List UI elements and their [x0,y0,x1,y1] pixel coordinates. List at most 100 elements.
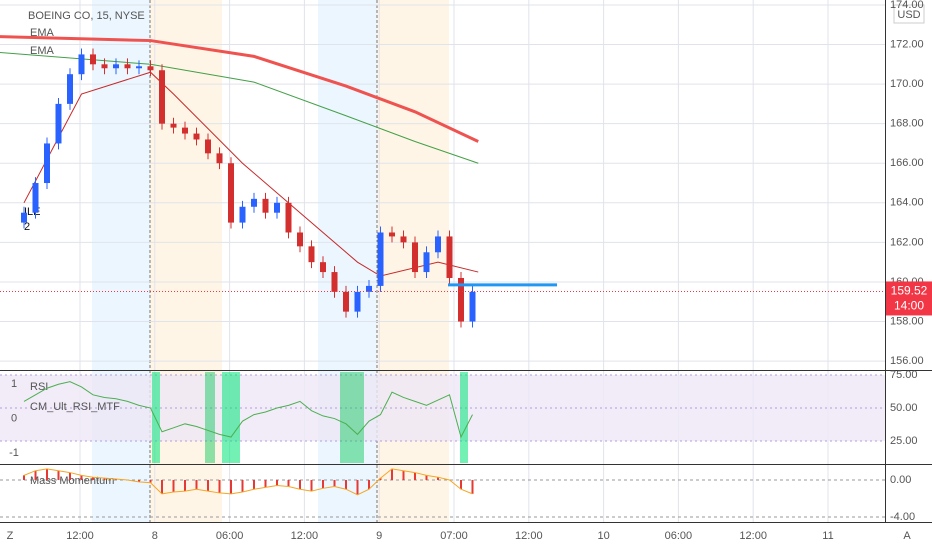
y-tick-label: 168.00 [890,118,924,130]
candle-body [113,64,119,69]
y-tick-label: 174.00 [890,0,924,11]
candle-body [55,103,62,144]
candle-body [308,246,315,263]
candle-body [205,139,211,154]
x-tick-label: 06:00 [216,530,244,542]
momentum-bar [345,479,347,490]
candle-body [21,212,27,223]
candle-body [90,54,96,65]
momentum-bar [80,475,83,480]
candle-body [285,202,292,233]
momentum-bar [437,477,439,480]
candle-body [44,143,50,184]
x-tick-label: 06:00 [665,530,693,542]
momentum-bar [322,479,324,489]
momentum-bar [368,479,370,490]
candle-body [297,232,303,247]
x-tick-label: 8 [152,530,158,542]
ema-line [0,35,479,143]
momentum-bar [149,479,152,483]
legend-label: EMA [30,27,55,39]
momentum-bar [46,468,48,480]
momentum-bar [276,479,278,486]
x-tick-label: 12:00 [515,530,543,542]
momentum-bar [299,479,301,490]
y-tick-label: 158.00 [890,315,924,327]
ema-line [0,52,479,164]
momentum-bar [23,475,25,480]
candle-body [435,236,441,253]
momentum-bar [230,479,232,494]
x-tick-label: 10 [597,530,609,542]
candle-body [412,242,418,273]
momentum-bar [391,468,393,480]
momentum-bar [218,479,221,493]
candle-body [78,54,85,75]
candle-body [343,291,349,312]
candle-body [159,70,165,124]
rsi-tick-label: 75.00 [890,369,918,381]
candle-body [251,198,257,207]
corner-label: Z [7,530,14,542]
rsi-highlight [205,372,215,463]
momentum-bar [207,479,209,492]
momentum-bar [138,479,140,482]
rsi-line [23,381,473,439]
candle-body [469,291,476,322]
momentum-bar [253,479,255,490]
candle-body [101,64,108,69]
momentum-bar [184,479,186,492]
momentum-bar [402,470,405,480]
ema-line [23,71,479,277]
candle-body [239,206,246,223]
side-label: 2 [24,221,30,233]
candle-body [170,123,177,128]
rsi-highlight [340,372,364,463]
candle-body [136,66,142,69]
momentum-bar [460,479,462,490]
rsi-left-tick: -1 [9,447,19,459]
momentum-bar [333,479,336,487]
rsi-left-tick: 0 [11,412,17,424]
session-bg [92,0,150,522]
momentum-bar [195,479,198,490]
corner-label: A [903,530,911,542]
candle-body [67,74,73,104]
candle-body [389,232,395,237]
momentum-bar [172,479,175,493]
candle-body [366,285,372,292]
rsi-tick-label: 25.00 [890,435,918,447]
x-tick-label: 9 [376,530,382,542]
candle-body [124,64,131,69]
candle-body [377,232,384,286]
rsi-highlight [222,372,240,463]
momentum-bar [414,472,416,480]
last-price-time: 14:00 [894,299,924,313]
currency: USD [897,9,920,21]
y-tick-label: 166.00 [890,157,924,169]
candle-body [320,262,326,273]
x-tick-label: 11 [822,530,833,542]
rsi-band [0,375,885,441]
rsi-highlight [152,372,160,463]
y-tick-label: 164.00 [890,197,924,209]
momentum-bar [92,477,94,480]
x-tick-label: 12:00 [291,530,319,542]
candle-body [147,66,154,71]
plot [0,0,885,522]
momentum-bar [310,479,313,492]
x-tick-label: 07:00 [440,530,468,542]
candle-body [32,183,39,213]
momentum-bar [34,470,37,480]
momentum-bar [287,479,290,487]
momentum-line [23,468,473,496]
candle-body [274,202,280,213]
x-tick-label: 12:00 [66,530,94,542]
y-tick-label: 170.00 [890,78,924,90]
last-price-box [886,281,932,316]
momentum-title: Mass Momentum [30,475,114,487]
candle-body [228,163,234,223]
candle-body [216,153,223,164]
rsi-tick-label: 50.00 [890,402,918,414]
